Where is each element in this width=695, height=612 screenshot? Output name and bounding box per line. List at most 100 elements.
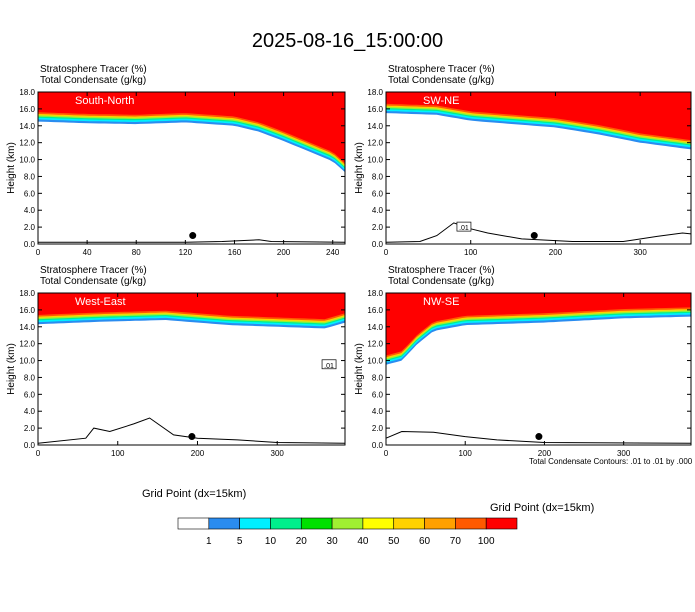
tracer-label: Stratosphere Tracer (%) [40,265,147,276]
x-tick-label: 0 [384,449,389,458]
y-tick-label: 6.0 [372,390,384,399]
y-tick-label: 12.0 [367,340,383,349]
panel-nw-se: 0.0 2.0 4.0 6.0 8.0 10.0 12.0 14.0 16.0 18.0 0 100 2… [354,289,692,458]
y-tick-label: 14.0 [19,323,35,332]
x-tick-label: 300 [633,248,647,257]
contour-label: .01 [459,225,469,232]
y-tick-label: 0.0 [24,441,36,450]
y-tick-label: 12.0 [367,139,383,148]
tracer-band [38,293,345,320]
y-tick-label: 18.0 [19,88,35,97]
y-tick-label: 16.0 [19,105,35,114]
contour-label: .01 [324,363,334,370]
y-tick-label: 14.0 [367,122,383,131]
station-marker [530,232,538,240]
condensate-label: Total Condensate (g/kg) [388,276,495,287]
terrain-line [385,222,692,243]
x-tick-label: 0 [36,449,41,458]
y-tick-label: 4.0 [372,206,384,215]
y-tick-label: 8.0 [372,373,384,382]
x-axis-label-west-east: Grid Point (dx=15km) [142,488,247,500]
y-tick-label: 6.0 [24,390,36,399]
x-axis-label-nw-se: Grid Point (dx=15km) [490,502,595,514]
contour-footnote: Total Condensate Contours: .01 to .01 by… [529,457,693,466]
y-tick-label: 16.0 [367,306,383,315]
x-tick-label: 80 [132,248,141,257]
contour-label-box [321,359,337,370]
y-tick-label: 8.0 [24,373,36,382]
condensate-label: Total Condensate (g/kg) [40,276,147,287]
x-tick-label: 300 [617,449,631,458]
y-tick-label: 12.0 [19,139,35,148]
tracer-label: Stratosphere Tracer (%) [40,64,147,75]
x-tick-label: 0 [384,248,389,257]
x-tick-label: 120 [179,248,193,257]
y-tick-label: 0.0 [372,441,384,450]
y-tick-label: 10.0 [367,357,383,366]
y-tick-label: 10.0 [367,156,383,165]
plot-frame [37,292,346,446]
y-tick-label: 2.0 [24,223,36,232]
y-tick-label: 4.0 [372,407,384,416]
y-tick-label: 14.0 [367,323,383,332]
x-tick-label: 0 [36,248,41,257]
contour-label-box [456,221,472,232]
station-marker [189,232,197,240]
panel-name: NW-SE [423,296,459,308]
y-tick-label: 8.0 [372,172,384,181]
y-tick-label: 4.0 [24,206,36,215]
plot-frame [37,91,346,245]
x-tick-label: 200 [549,248,563,257]
panel-name: South-North [75,95,134,107]
y-tick-label: 2.0 [24,424,36,433]
y-tick-label: 18.0 [367,289,383,298]
y-tick-label: 8.0 [24,172,36,181]
y-tick-label: 18.0 [367,88,383,97]
tracer-label: Stratosphere Tracer (%) [388,64,495,75]
terrain-line [37,417,346,444]
panel-header-south-north: Stratosphere Tracer (%) Total Condensate… [40,64,147,86]
panel-header-west-east: Stratosphere Tracer (%) Total Condensate… [40,265,147,287]
x-tick-label: 200 [538,449,552,458]
y-tick-label: 12.0 [19,340,35,349]
x-tick-label: 100 [459,449,473,458]
y-tick-label: 10.0 [19,156,35,165]
station-marker [188,433,196,441]
plot-frame [385,91,692,245]
y-axis-label: Height (km) [354,343,365,395]
y-tick-label: 18.0 [19,289,35,298]
x-tick-label: 300 [271,449,285,458]
panel-south-north: 0.0 2.0 4.0 6.0 8.0 10.0 12.0 14.0 16.0 18.0 0 40 80… [6,88,346,257]
x-tick-label: 100 [111,449,125,458]
tracer-band [38,92,345,163]
figure-title: 2025-08-16_15:00:00 [251,30,444,52]
y-tick-label: 16.0 [367,105,383,114]
y-axis-label: Height (km) [6,142,17,194]
y-tick-label: 0.0 [24,240,36,249]
y-tick-label: 6.0 [24,189,36,198]
plot-frame [385,292,692,446]
x-tick-label: 200 [191,449,205,458]
x-tick-label: 40 [83,248,92,257]
y-tick-label: 0.0 [372,240,384,249]
x-tick-label: 200 [277,248,291,257]
panel-sw-ne: 0.0 2.0 4.0 6.0 8.0 10.0 12.0 14.0 16.0 18.0 0 100 2… [354,88,692,257]
condensate-label: Total Condensate (g/kg) [388,75,495,86]
panel-header-nw-se: Stratosphere Tracer (%) Total Condensate… [388,265,495,287]
x-tick-label: 100 [464,248,478,257]
y-tick-label: 2.0 [372,223,384,232]
x-tick-label: 160 [228,248,242,257]
x-tick-label: 240 [326,248,340,257]
y-tick-label: 4.0 [24,407,36,416]
tracer-band [386,92,691,141]
y-axis-label: Height (km) [6,343,17,395]
y-tick-label: 2.0 [372,424,384,433]
y-tick-label: 16.0 [19,306,35,315]
tracer-band [386,293,691,356]
tracer-label: Stratosphere Tracer (%) [388,265,495,276]
panel-name: SW-NE [423,95,459,107]
panel-name: West-East [75,296,126,308]
station-marker [535,433,543,441]
condensate-label: Total Condensate (g/kg) [40,75,147,86]
